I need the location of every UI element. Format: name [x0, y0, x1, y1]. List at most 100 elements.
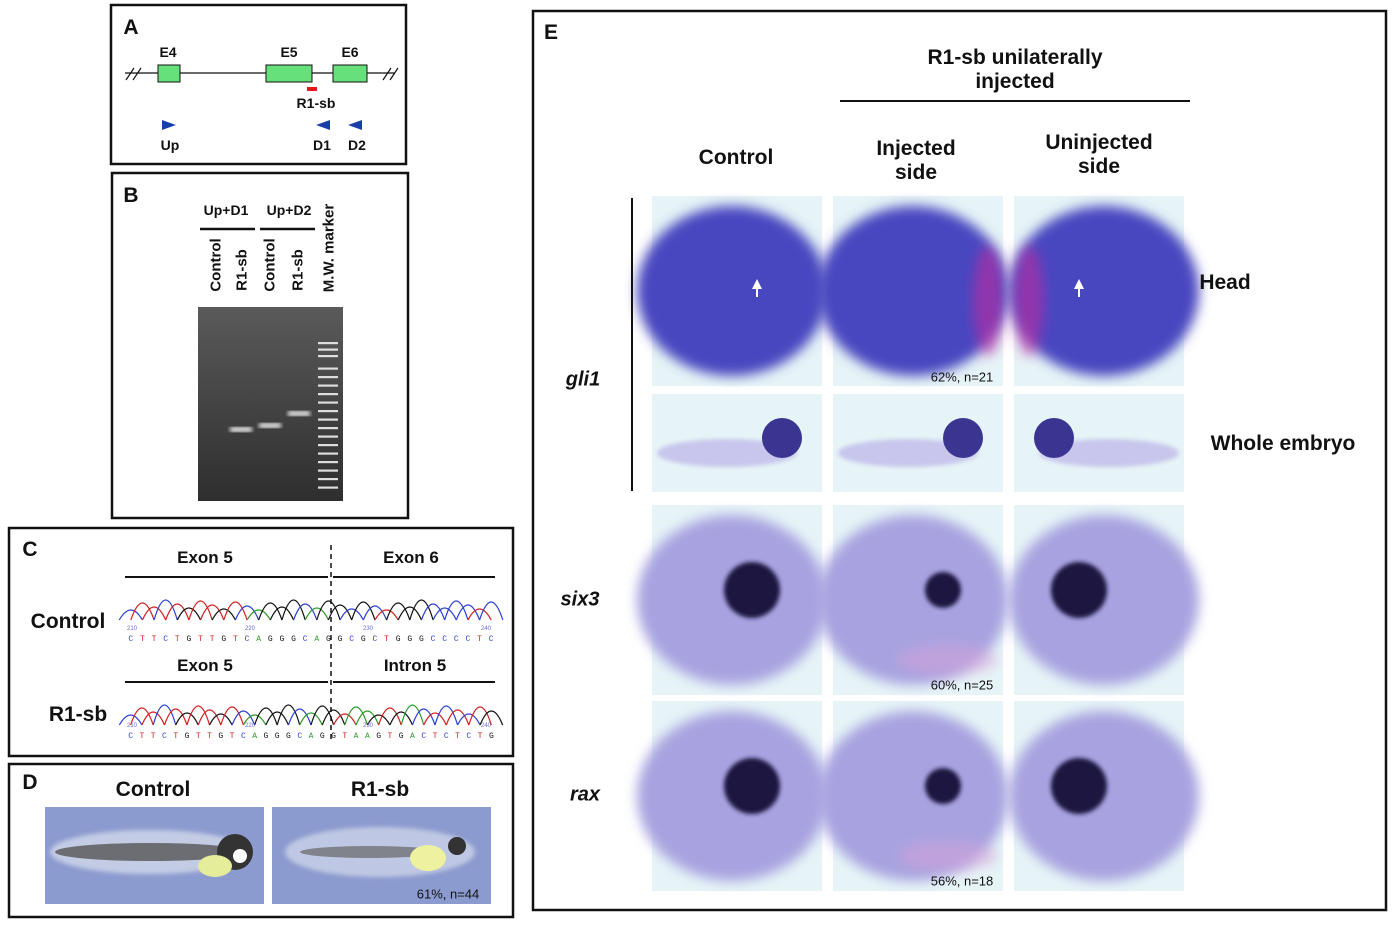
base-call: T [233, 635, 238, 644]
in-situ-photos [637, 196, 1199, 891]
trace-peak [434, 705, 459, 726]
embryo-head [818, 206, 1008, 376]
trace-peak [321, 709, 346, 726]
base-call: A [256, 635, 261, 644]
stain [898, 645, 998, 675]
view-label: Whole embryo [1210, 431, 1356, 455]
primer-label: D1 [313, 136, 331, 153]
ladder-band [318, 348, 338, 351]
trace-peak [423, 712, 447, 726]
trace-peak [223, 601, 248, 621]
trace-peak [397, 606, 422, 621]
gene-label: six3 [560, 588, 600, 611]
trace-peak [281, 599, 306, 621]
trace-peak [130, 707, 154, 726]
base-call: T [433, 732, 438, 741]
base-call: A [314, 635, 319, 644]
stat-label: 61%, n=44 [416, 886, 480, 902]
trace-peak [118, 714, 143, 726]
gel [198, 307, 343, 501]
base-call: C [466, 732, 471, 741]
trace-peak [188, 600, 213, 621]
primer-group: Up+D2 [266, 201, 312, 218]
trace-peak [165, 603, 190, 621]
base-call: C [303, 635, 308, 644]
base-call: A [354, 732, 359, 741]
base-call: C [245, 635, 250, 644]
panel-label: B [123, 183, 139, 207]
embryo-head [1009, 206, 1199, 376]
embryo-head [637, 206, 827, 376]
position-label: 210 [127, 626, 138, 632]
eye [1051, 758, 1107, 814]
trace-peak [258, 602, 283, 621]
trace-peak [163, 708, 188, 726]
position-label: 220 [245, 723, 256, 729]
embryo-head [1034, 418, 1074, 458]
ladder-band [318, 444, 338, 447]
trace-peak [411, 708, 436, 726]
base-call: G [361, 635, 366, 644]
trace-peak [327, 604, 353, 621]
ladder-band [318, 355, 338, 358]
base-call: G [338, 635, 343, 644]
base-call: G [187, 635, 192, 644]
trace-peak [385, 602, 411, 621]
base-call: G [399, 732, 404, 741]
ladder-band [318, 418, 338, 421]
exon-label: E5 [280, 43, 298, 60]
base-call: G [275, 732, 280, 741]
primer-group: Up+D1 [203, 201, 249, 218]
base-call: T [477, 635, 482, 644]
stain [898, 841, 998, 871]
position-label: 240 [481, 723, 492, 729]
ladder-band [318, 376, 338, 379]
trace-peak [209, 713, 233, 726]
column-label: Uninjected side [1045, 130, 1153, 178]
base-call: T [207, 732, 212, 741]
row-label: R1-sb [48, 702, 108, 726]
lane-label: M.W. marker [320, 203, 338, 293]
trace-peak [378, 707, 402, 726]
base-call: T [388, 732, 393, 741]
ladder-band [318, 478, 338, 481]
base-call: C [373, 635, 378, 644]
eye [925, 572, 961, 608]
trace-peak [175, 712, 199, 726]
trace-peak [299, 712, 323, 726]
base-call: G [331, 732, 336, 741]
trace-peak [389, 711, 414, 726]
ladder-band [318, 427, 338, 430]
eye [1051, 562, 1107, 618]
base-call: G [489, 732, 494, 741]
base-call: G [185, 732, 190, 741]
row-label: Control [30, 609, 106, 633]
base-call: T [140, 635, 145, 644]
base-call: G [291, 635, 296, 644]
trace-peak [176, 607, 202, 621]
eye [724, 562, 780, 618]
trace-peak [130, 602, 155, 621]
trace-peak [292, 603, 318, 621]
base-call: A [365, 732, 370, 741]
ladder-band [318, 486, 338, 489]
base-call: G [268, 635, 273, 644]
panel-label: C [22, 537, 38, 561]
base-call: T [140, 732, 145, 741]
position-label: 240 [481, 626, 492, 632]
trace-peak [141, 606, 167, 621]
base-call: G [218, 732, 223, 741]
primer-label: Up [160, 136, 180, 153]
region-label: Intron 5 [383, 656, 447, 676]
panel-e-lines [631, 100, 1190, 491]
ladder-band [318, 393, 338, 396]
panel-label: E [543, 20, 559, 44]
trace-peak [444, 600, 469, 621]
trace-peak [276, 704, 301, 726]
trace-peak [374, 609, 399, 621]
embryo [657, 439, 797, 467]
embryo-head [818, 515, 1008, 685]
column-label: Control [115, 777, 191, 801]
base-call: G [280, 635, 285, 644]
